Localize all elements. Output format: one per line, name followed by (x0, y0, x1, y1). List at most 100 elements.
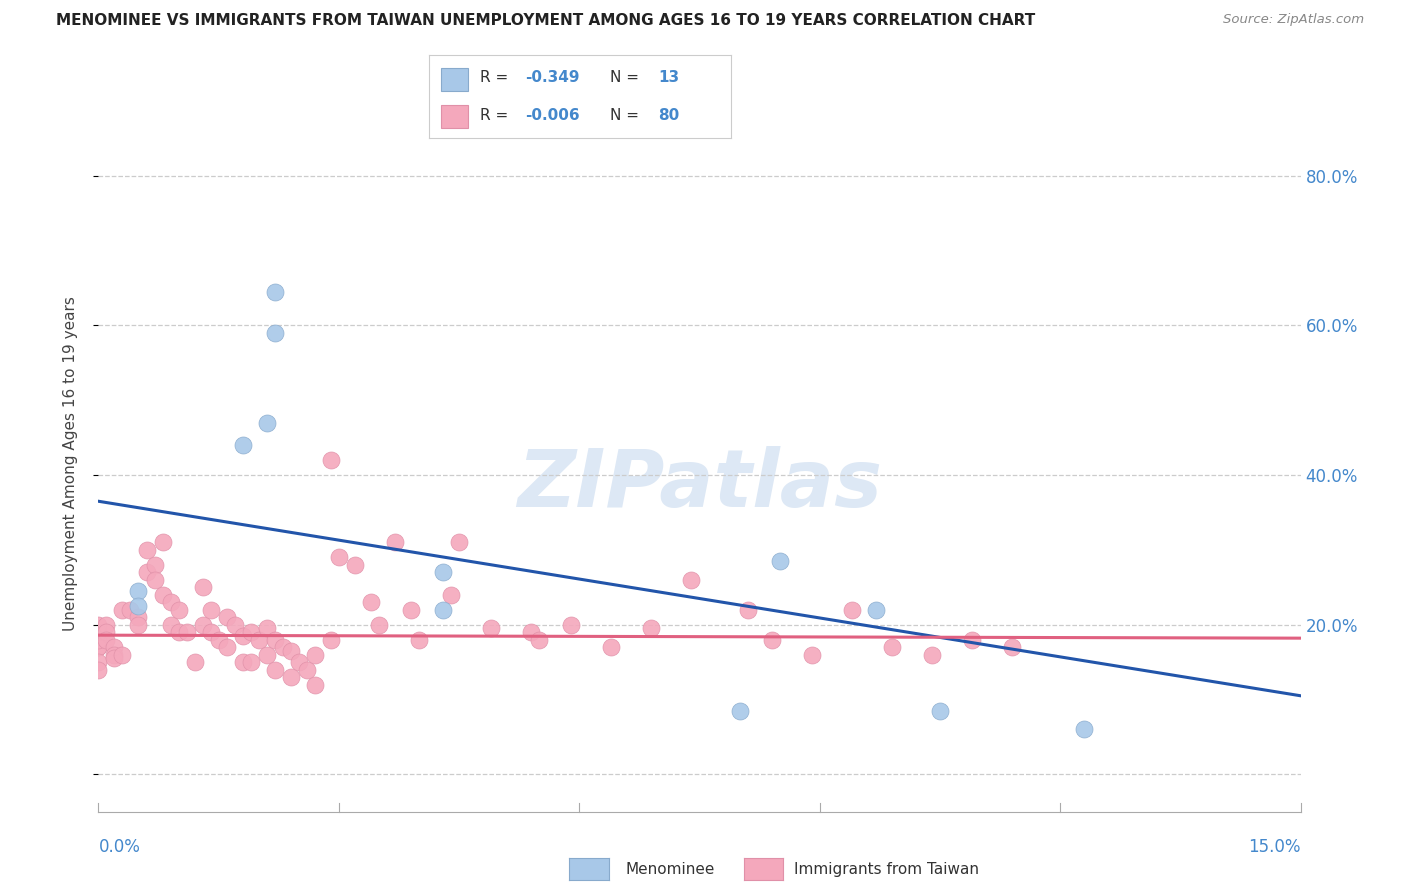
Point (128, 584, 150, 599)
Point (295, 663, 318, 677)
Point (128, 599, 150, 613)
Point (921, 648, 943, 662)
Point (208, 632, 231, 647)
Point (769, 554, 792, 568)
Point (232, 655, 254, 669)
Point (280, 670, 302, 684)
Point (96, 625, 118, 640)
Point (111, 648, 134, 662)
Point (319, 453, 342, 467)
Point (159, 595, 181, 609)
Point (304, 677, 326, 691)
Point (432, 603, 454, 617)
Bar (441, 68, 468, 91)
Text: N =: N = (610, 70, 644, 86)
Y-axis label: Unemployment Among Ages 16 to 19 years: Unemployment Among Ages 16 to 19 years (63, 296, 77, 632)
Point (384, 535, 406, 549)
Point (152, 588, 174, 602)
Point (880, 640, 903, 654)
Point (263, 663, 285, 677)
Point (239, 655, 262, 669)
Point (263, 326, 285, 340)
Point (1001, 640, 1024, 654)
Point (960, 632, 983, 647)
Point (232, 438, 254, 452)
Point (479, 622, 502, 636)
Point (280, 644, 302, 658)
Point (87, 625, 110, 640)
Text: -0.006: -0.006 (526, 108, 581, 123)
Point (103, 648, 125, 662)
Point (135, 542, 157, 557)
Text: 15.0%: 15.0% (1249, 838, 1301, 856)
Point (440, 588, 463, 602)
Point (728, 704, 751, 718)
Point (432, 566, 454, 580)
Point (256, 648, 278, 662)
Point (87, 640, 110, 654)
Point (176, 625, 198, 640)
Point (343, 558, 366, 572)
Point (159, 617, 181, 632)
Point (520, 625, 543, 640)
Text: ZIPatlas: ZIPatlas (517, 446, 882, 524)
Point (399, 603, 422, 617)
Point (96, 617, 118, 632)
Point (328, 550, 350, 565)
Point (368, 617, 391, 632)
Point (224, 617, 246, 632)
Point (111, 603, 134, 617)
Point (600, 640, 623, 654)
Point (167, 603, 190, 617)
Text: 13: 13 (658, 70, 679, 86)
Bar (441, 105, 468, 128)
Point (120, 603, 142, 617)
Point (191, 617, 214, 632)
Point (640, 622, 662, 636)
Text: 0.0%: 0.0% (98, 838, 141, 856)
Point (87, 617, 110, 632)
Point (103, 640, 125, 654)
Point (761, 632, 783, 647)
Point (200, 603, 222, 617)
Point (263, 285, 285, 299)
Point (200, 625, 222, 640)
Point (560, 617, 582, 632)
Text: R =: R = (481, 108, 513, 123)
Point (841, 603, 863, 617)
Text: 80: 80 (658, 108, 681, 123)
Point (1073, 723, 1095, 737)
Text: R =: R = (481, 70, 513, 86)
Point (304, 648, 326, 662)
Point (232, 629, 254, 643)
Point (183, 655, 205, 669)
Point (737, 603, 759, 617)
Point (215, 640, 238, 654)
Point (800, 648, 823, 662)
Point (215, 610, 238, 624)
Text: MENOMINEE VS IMMIGRANTS FROM TAIWAN UNEMPLOYMENT AMONG AGES 16 TO 19 YEARS CORRE: MENOMINEE VS IMMIGRANTS FROM TAIWAN UNEM… (56, 13, 1035, 29)
Point (319, 632, 342, 647)
Point (128, 610, 150, 624)
Point (143, 558, 166, 572)
Point (865, 603, 887, 617)
Point (87, 632, 110, 647)
Text: -0.349: -0.349 (526, 70, 581, 86)
Point (247, 632, 270, 647)
Text: Menominee: Menominee (626, 863, 716, 877)
Point (135, 566, 157, 580)
Point (360, 595, 382, 609)
Point (96, 632, 118, 647)
Point (408, 632, 430, 647)
Text: N =: N = (610, 108, 644, 123)
Point (263, 632, 285, 647)
Point (167, 625, 190, 640)
Point (239, 625, 262, 640)
Point (191, 580, 214, 594)
Point (256, 622, 278, 636)
Point (87, 655, 110, 669)
Point (447, 535, 470, 549)
Point (529, 632, 551, 647)
Text: Immigrants from Taiwan: Immigrants from Taiwan (794, 863, 980, 877)
Point (929, 704, 952, 718)
